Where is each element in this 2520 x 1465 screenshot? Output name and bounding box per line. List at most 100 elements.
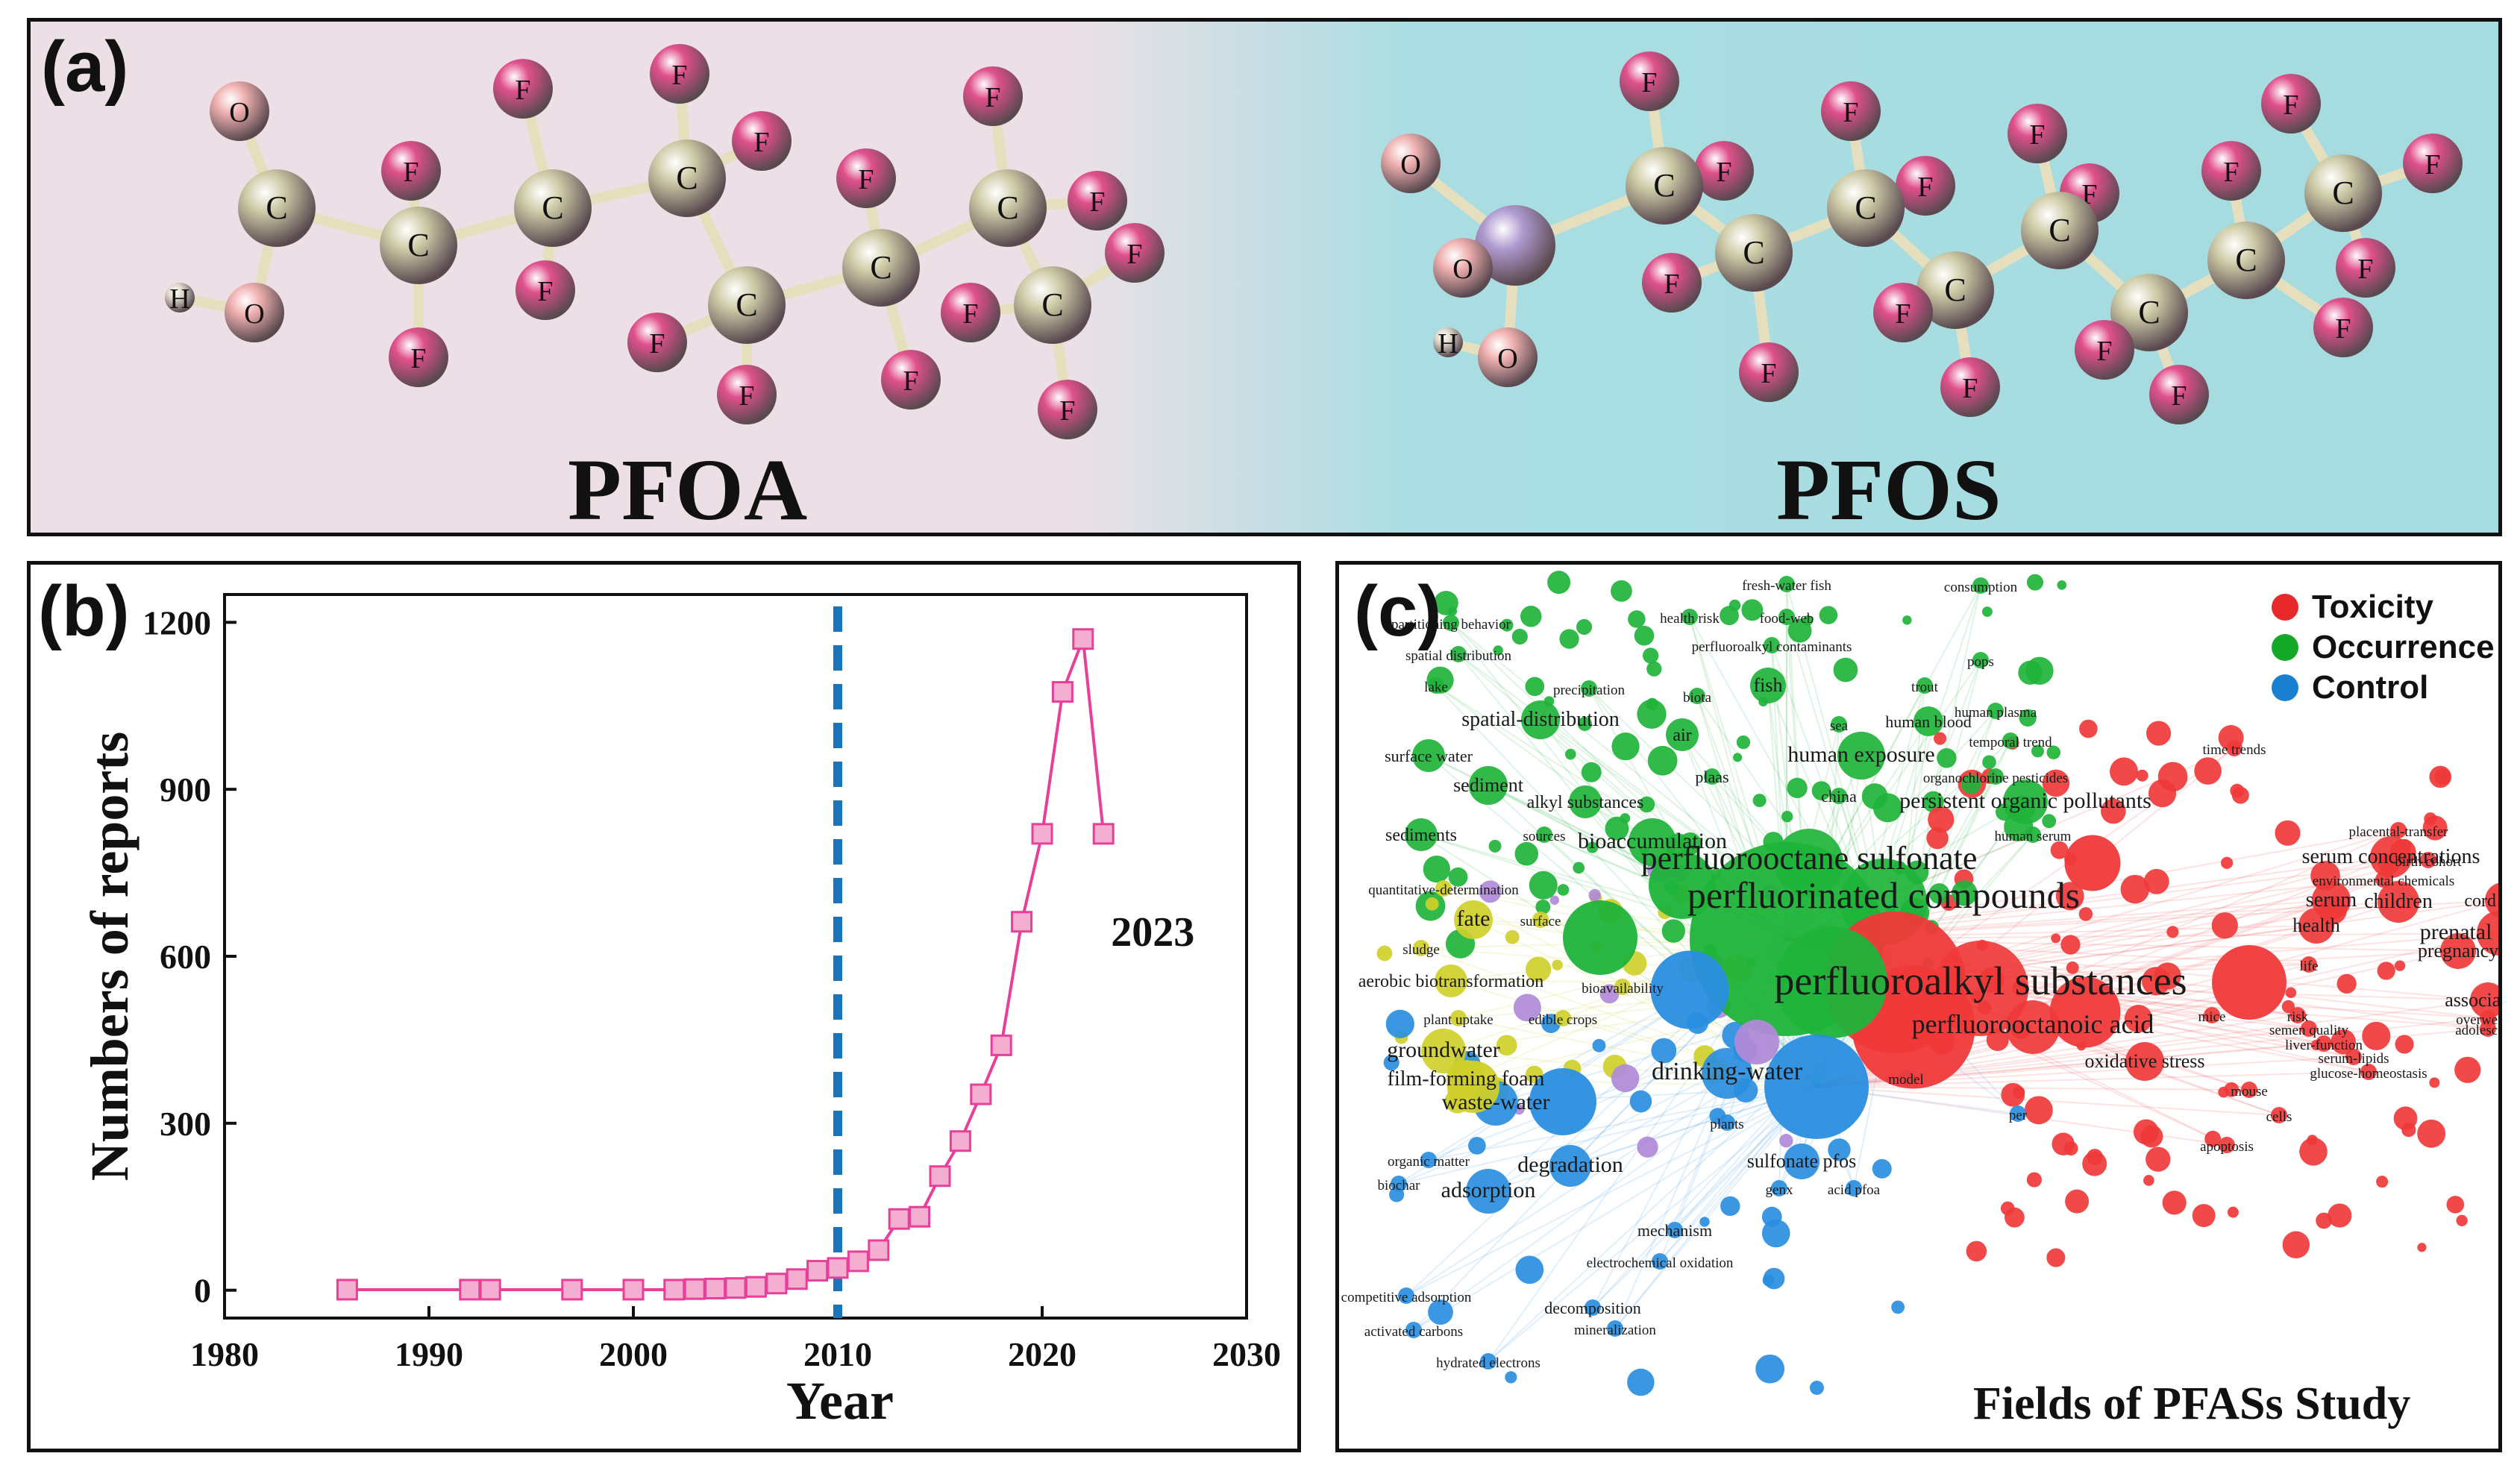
keyword-label: spatial-distribution (1461, 708, 1620, 731)
network-node-small (1891, 1300, 1905, 1314)
network-node-small (1599, 984, 1620, 1004)
network-edge (1816, 1086, 2250, 1091)
network-node-small (1787, 777, 1808, 799)
network-node-small (1628, 610, 1646, 628)
keyword-label: risk (2287, 1009, 2309, 1025)
network-node-small (1761, 1219, 1790, 1248)
network-node-small (2275, 820, 2301, 846)
fluorine-atom-label: F (2171, 380, 2187, 412)
network-node-small (2057, 580, 2067, 590)
network-node-small (1627, 1368, 1655, 1396)
carbon-atom (2304, 154, 2382, 232)
network-node-small (2101, 798, 2126, 824)
fluorine-atom (1038, 380, 1097, 439)
network-node (2440, 933, 2476, 969)
fluorine-atom (1620, 51, 1679, 111)
oxygen-atom (225, 283, 284, 342)
network-node-small (2227, 1206, 2239, 1218)
y-tick-label: 900 (160, 771, 211, 809)
network-node-small (1861, 783, 1888, 809)
fluorine-atom-label: F (1664, 269, 1679, 300)
keyword-label: health (2292, 915, 2340, 936)
data-point-marker (336, 1279, 358, 1301)
network-node-small (1819, 606, 1838, 624)
data-point-marker (806, 1260, 829, 1282)
fluorine-atom-label: F (1843, 97, 1858, 128)
network-node-small (1762, 1274, 1775, 1287)
network-node (2003, 779, 2048, 824)
network-hub-node (2212, 945, 2287, 1020)
network-node-small (1629, 1090, 1652, 1113)
y-tick-label: 300 (160, 1105, 211, 1143)
fluorine-atom-label: F (753, 127, 769, 158)
data-point-marker (622, 1279, 645, 1301)
data-point-marker (1072, 628, 1094, 650)
network-node-small (1488, 839, 1502, 853)
network-node-small (1981, 606, 1993, 618)
keyword-label: association (2445, 989, 2498, 1011)
network-node-small (1952, 880, 1978, 906)
network-node (1846, 1180, 1862, 1196)
network-node-small (2082, 1151, 2107, 1176)
network-node-small (1479, 880, 1502, 903)
oxygen-atom-label: O (1497, 343, 1517, 374)
network-node-small (2336, 973, 2357, 994)
data-point-marker (1092, 823, 1115, 845)
keyword-label: perfluoroalkyl substances (1774, 959, 2187, 1003)
keyword-label: fresh-water fish (1742, 578, 1831, 594)
network-node-small (2019, 709, 2037, 727)
hydrogen-atom (165, 283, 195, 313)
keyword-label: alkyl substances (1527, 793, 1644, 812)
keyword-label: spatial distribution (1405, 648, 1511, 664)
network-hub-node (1529, 1068, 1596, 1135)
data-point-marker (745, 1276, 767, 1298)
network-node (1469, 766, 1508, 805)
carbon-atom (1014, 266, 1091, 344)
network-node-small (2377, 961, 2395, 980)
legend-control-label: Control (2312, 669, 2429, 706)
fluorine-atom-label: F (2283, 90, 2298, 121)
network-node-small (2110, 757, 2139, 786)
fluorine-atom-label: F (739, 380, 754, 412)
network-node-small (2429, 1077, 2440, 1088)
network-node (1972, 652, 1989, 668)
keyword-label: mice (2198, 1009, 2226, 1025)
network-node (1913, 706, 1943, 736)
legend-toxicity: Toxicity (2272, 589, 2433, 626)
network-node-small (2395, 1035, 2414, 1054)
network-node-small (1605, 816, 1629, 841)
legend-occurrence-dot (2272, 634, 2298, 661)
network-node-small (2046, 1248, 2066, 1267)
network-node (2025, 826, 2041, 843)
fluorine-atom (389, 327, 448, 387)
carbon-atom-label: C (1653, 167, 1675, 204)
keyword-label: health risk (1660, 611, 1720, 627)
keyword-label: organochlorine pesticides (1923, 771, 2068, 786)
keyword-label: oxidative stress (2084, 1050, 2204, 1072)
keyword-label: prenatal exposure (2420, 920, 2498, 944)
data-point-marker (868, 1239, 890, 1261)
keyword-label: bioaccumulation (1578, 829, 1727, 853)
network-node-small (2417, 1243, 2427, 1252)
network-node (2301, 956, 2317, 973)
fluorine-atom (493, 59, 553, 119)
network-edge (1458, 1017, 1817, 1088)
keyword-label: fate (1457, 906, 1491, 931)
network-node-small (1385, 1009, 1414, 1038)
network-node-small (2141, 967, 2171, 996)
network-node-small (1511, 628, 1528, 645)
network-node (1585, 1299, 1601, 1316)
network-hub-node (2064, 835, 2121, 891)
x-tick-label: 1980 (190, 1335, 259, 1373)
network-node-small (1526, 956, 1552, 982)
network-node-small (1699, 1217, 1710, 1227)
network-node-small (2316, 1212, 2333, 1229)
network-node-small (1588, 888, 1601, 902)
fluorine-atom (1068, 171, 1127, 230)
carbon-atom-label: C (542, 189, 563, 226)
network-node (1702, 1048, 1752, 1099)
network-node-small (1646, 661, 1662, 677)
network-node-small (2065, 1189, 2090, 1214)
keyword-label: quantitative-determination (1368, 882, 1519, 898)
network-node (1435, 964, 1467, 997)
